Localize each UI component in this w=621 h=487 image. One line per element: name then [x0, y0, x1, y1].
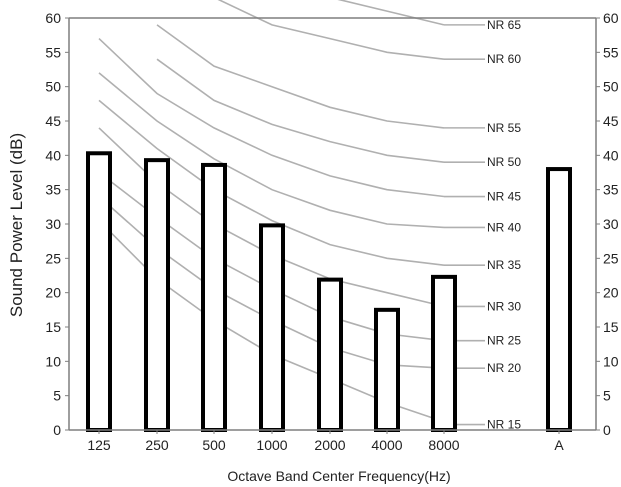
left-y-tick-label: 15: [45, 319, 61, 335]
bar-A: [546, 167, 572, 432]
right-y-tick-label: 30: [603, 216, 619, 232]
nr-label: NR 60: [487, 52, 521, 66]
nr-label: NR 45: [487, 190, 521, 204]
right-y-tick-label: 25: [603, 250, 619, 266]
right-y-tick-labels: 0 5 10 15 20 25 30 35 40 45 50 55 60: [603, 10, 619, 438]
left-y-tick-label: 20: [45, 285, 61, 301]
nr-curve-nr-65: [337, 0, 445, 26]
nr-curve-nr-60: [217, 0, 445, 60]
x-axis-label: Octave Band Center Frequency(Hz): [227, 468, 450, 484]
left-y-tick-label: 30: [45, 216, 61, 232]
nr-labels-group: NR 65 NR 60 NR 55 NR 50 NR 45 NR 40 NR 35 NR 30…: [487, 18, 521, 432]
x-tick-label: 500: [202, 437, 226, 453]
x-tick-label: 2000: [314, 437, 345, 453]
right-y-tick-label: 0: [603, 422, 611, 438]
nr-label: NR 30: [487, 299, 521, 313]
bar-250: [144, 158, 170, 432]
bar-500: [201, 162, 227, 433]
x-tick-labels: 125 250 500 1000 2000 4000 8000 A: [87, 437, 564, 453]
right-y-tick-label: 60: [603, 10, 619, 26]
x-tick-label: A: [554, 437, 564, 453]
bar-8000: [431, 274, 457, 432]
nr-label: NR 35: [487, 258, 521, 272]
nr-curve-nr-40: [98, 72, 445, 229]
left-y-tick-labels: 0 5 10 15 20 25 30 35 40 45 50 55 60: [45, 10, 61, 438]
left-y-tick-label: 50: [45, 79, 61, 95]
bar-1000: [259, 223, 285, 432]
right-y-tick-label: 45: [603, 113, 619, 129]
x-tick-label: 4000: [371, 437, 402, 453]
x-tick-label: 1000: [256, 437, 287, 453]
bar-4000: [374, 307, 400, 433]
x-tick-label: 250: [145, 437, 169, 453]
left-y-tick-label: 45: [45, 113, 61, 129]
nr-label: NR 40: [487, 220, 521, 234]
nr-label: NR 15: [487, 418, 521, 432]
bar-2000: [317, 277, 343, 432]
bars-group: [86, 151, 572, 433]
right-y-tick-label: 35: [603, 182, 619, 198]
y-axis-label: Sound Power Level (dB): [7, 133, 26, 317]
left-y-tick-label: 0: [53, 422, 61, 438]
left-y-tick-label: 60: [45, 10, 61, 26]
left-y-tick-label: 5: [53, 388, 61, 404]
right-y-tick-label: 40: [603, 147, 619, 163]
nr-label: NR 50: [487, 155, 521, 169]
right-y-tick-label: 15: [603, 319, 619, 335]
right-y-tick-label: 20: [603, 285, 619, 301]
right-y-tick-label: 50: [603, 79, 619, 95]
right-y-tick-label: 10: [603, 353, 619, 369]
left-y-tick-label: 25: [45, 250, 61, 266]
nr-curve-nr-55: [156, 24, 445, 129]
x-tick-label: 125: [87, 437, 111, 453]
nr-label: NR 20: [487, 361, 521, 375]
nr-curve-nr-35: [98, 99, 445, 266]
axes-group: [65, 17, 600, 434]
nr-curve-nr-45: [98, 38, 445, 198]
bar-125: [86, 151, 112, 432]
left-y-tick-label: 35: [45, 182, 61, 198]
x-tick-label: 8000: [428, 437, 459, 453]
nr-curve-nr-50: [156, 58, 445, 163]
left-y-tick-label: 10: [45, 353, 61, 369]
right-y-tick-label: 5: [603, 388, 611, 404]
nr-label: NR 55: [487, 121, 521, 135]
right-y-tick-label: 55: [603, 44, 619, 60]
left-y-tick-label: 55: [45, 44, 61, 60]
nr-label: NR 25: [487, 334, 521, 348]
nr-label: NR 65: [487, 18, 521, 32]
left-y-tick-label: 40: [45, 147, 61, 163]
